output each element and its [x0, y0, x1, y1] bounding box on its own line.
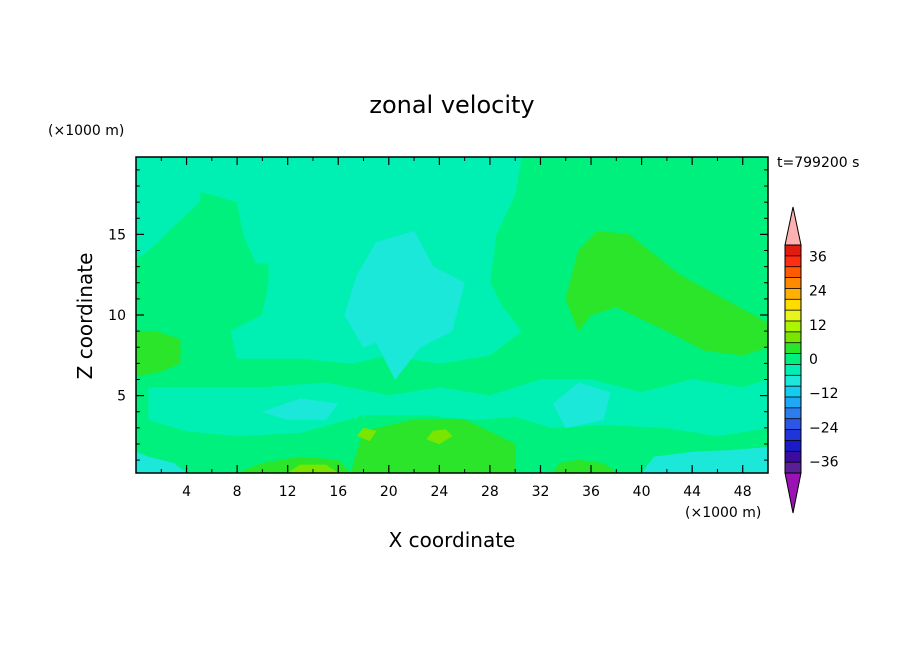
colorbar-swatch [785, 255, 801, 268]
colorbar-swatch [785, 321, 801, 333]
y-tick-label: 10 [108, 308, 126, 324]
contour-region-bottom-right-positive [552, 459, 617, 473]
contour-region-left-positive [136, 330, 181, 377]
contour-region-upper-left-weak [136, 157, 206, 259]
colorbar-under-triangle [784, 472, 802, 514]
colorbar-swatch [785, 440, 801, 452]
colorbar-swatch [785, 407, 801, 420]
y-tick-label: 15 [108, 227, 126, 243]
colorbar-tick-label: 24 [809, 284, 827, 300]
colorbar-swatch [785, 462, 801, 474]
y-tick-label: 5 [117, 389, 126, 405]
contour-region-bottom-yellow [287, 464, 339, 473]
y-axis-label: Z coordinate [73, 253, 97, 380]
contour-region-mid-yellow [426, 429, 453, 445]
colorbar-swatch [785, 299, 801, 311]
x-tick-label: 36 [582, 484, 600, 500]
x-tick-label: 12 [279, 484, 297, 500]
x-tick-label: 44 [683, 484, 701, 500]
colorbar-frame [784, 244, 802, 474]
colorbar-swatch [785, 266, 801, 278]
colorbar-tick-label: −24 [809, 420, 839, 436]
y-unit-label: (×1000 m) [48, 123, 124, 139]
colorbar-swatch [785, 310, 801, 322]
x-tick-label: 16 [329, 484, 347, 500]
colorbar-swatch [785, 364, 801, 376]
x-unit-label: (×1000 m) [685, 505, 761, 521]
colorbar-swatch [785, 245, 801, 257]
chart-title: zonal velocity [369, 91, 534, 119]
colorbar-swatch [785, 418, 801, 430]
x-tick-label: 20 [380, 484, 398, 500]
x-axis-label: X coordinate [389, 528, 516, 552]
contour-region-right-positive [565, 230, 768, 356]
y-axis: 5 10 15 [108, 169, 768, 461]
colorbar-swatch [785, 342, 801, 354]
colorbar-tick-label: 12 [809, 318, 827, 334]
colorbar-over-triangle [784, 206, 802, 246]
contour-region-bottom-left-negative [136, 451, 187, 473]
contour-field [136, 157, 768, 473]
x-tick-label: 48 [734, 484, 752, 500]
x-tick-label: 32 [532, 484, 550, 500]
colorbar-tick-label: 0 [809, 352, 818, 368]
x-axis: 4 8 12 16 20 24 28 32 36 40 44 48 [160, 157, 752, 500]
colorbar-swatch [785, 353, 801, 365]
x-tick-label: 8 [233, 484, 242, 500]
time-label: t=799200 s [777, 155, 859, 171]
colorbar-swatch [785, 397, 801, 409]
colorbar-swatch [785, 451, 801, 463]
x-tick-label: 28 [481, 484, 499, 500]
contour-region-lower-left-negative [262, 398, 339, 421]
contour-region-mid-yellow-2 [356, 427, 377, 442]
contour-region-lower-right-negative [552, 382, 611, 429]
contour-region-lower-middle-weak [148, 379, 768, 437]
contour-region-central-negative [344, 230, 465, 380]
x-tick-label: 40 [633, 484, 651, 500]
colorbar-swatch [785, 288, 801, 300]
colorbar-swatch [785, 375, 801, 387]
x-tick-label: 24 [430, 484, 448, 500]
colorbar-tick-label: 36 [809, 249, 827, 265]
colorbar-swatch [785, 277, 801, 289]
colorbar-swatch [785, 429, 801, 441]
x-tick-label: 4 [182, 484, 191, 500]
colorbar-tick-label: −12 [809, 386, 839, 402]
colorbar-swatch [785, 386, 801, 398]
colorbar-swatch [785, 331, 801, 344]
contour-region-bottom-right-negative [641, 446, 768, 473]
colorbar-tick-label: −36 [809, 455, 839, 471]
colorbar: 36 24 12 0 −12 −24 −36 [784, 206, 839, 514]
